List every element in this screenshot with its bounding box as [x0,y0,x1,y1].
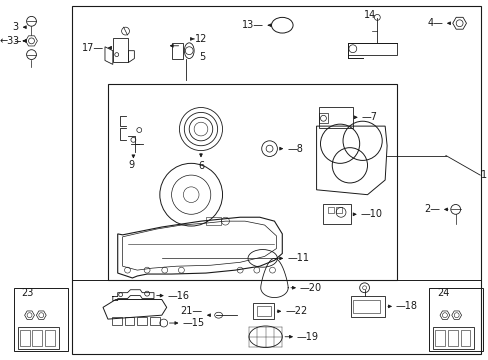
Bar [318,113,327,123]
Bar [434,330,444,346]
Bar [112,317,122,325]
Text: —15: —15 [182,318,204,328]
Text: 23: 23 [21,288,34,298]
Text: 21—: 21— [180,306,202,316]
Text: —19: —19 [296,332,318,342]
Bar [205,217,220,225]
Bar [150,317,160,325]
Bar [113,38,128,62]
Bar [347,43,396,55]
Bar [137,317,147,325]
Bar [352,300,380,313]
Bar [428,288,482,351]
Text: 4—: 4— [426,18,442,28]
Bar [32,330,42,346]
Bar [18,327,59,348]
Text: —7: —7 [361,112,377,122]
Text: —22: —22 [285,306,307,316]
Text: 14: 14 [364,10,376,21]
Bar [447,330,457,346]
Bar [460,330,469,346]
Text: —10: —10 [360,209,382,219]
Text: 17—: 17— [81,43,104,53]
Bar [14,288,68,351]
Text: ←3: ←3 [0,36,14,46]
Text: 2—: 2— [423,204,439,215]
Text: 5: 5 [199,51,205,62]
Bar [335,207,341,213]
Text: 3: 3 [13,22,19,32]
Text: —20: —20 [299,283,322,293]
Text: 3: 3 [13,36,19,46]
Bar [350,296,385,317]
Bar [72,6,480,354]
Text: 24: 24 [436,288,448,298]
Text: —8: —8 [286,144,303,154]
Bar [124,317,134,325]
Bar [318,107,352,128]
Bar [327,207,333,213]
Bar [20,330,29,346]
Bar [432,327,473,348]
Bar [171,43,183,59]
Bar [256,306,270,316]
Text: 9: 9 [128,160,134,170]
Text: —18: —18 [395,301,417,311]
Bar [252,303,274,319]
Text: —16: —16 [167,291,189,301]
Bar [108,84,396,280]
Text: 6: 6 [198,161,203,171]
Text: 1: 1 [480,170,486,180]
Bar [323,204,350,224]
Text: —11: —11 [286,253,308,264]
Text: 12: 12 [195,34,207,44]
Text: 13—: 13— [241,20,263,30]
Bar [45,330,55,346]
